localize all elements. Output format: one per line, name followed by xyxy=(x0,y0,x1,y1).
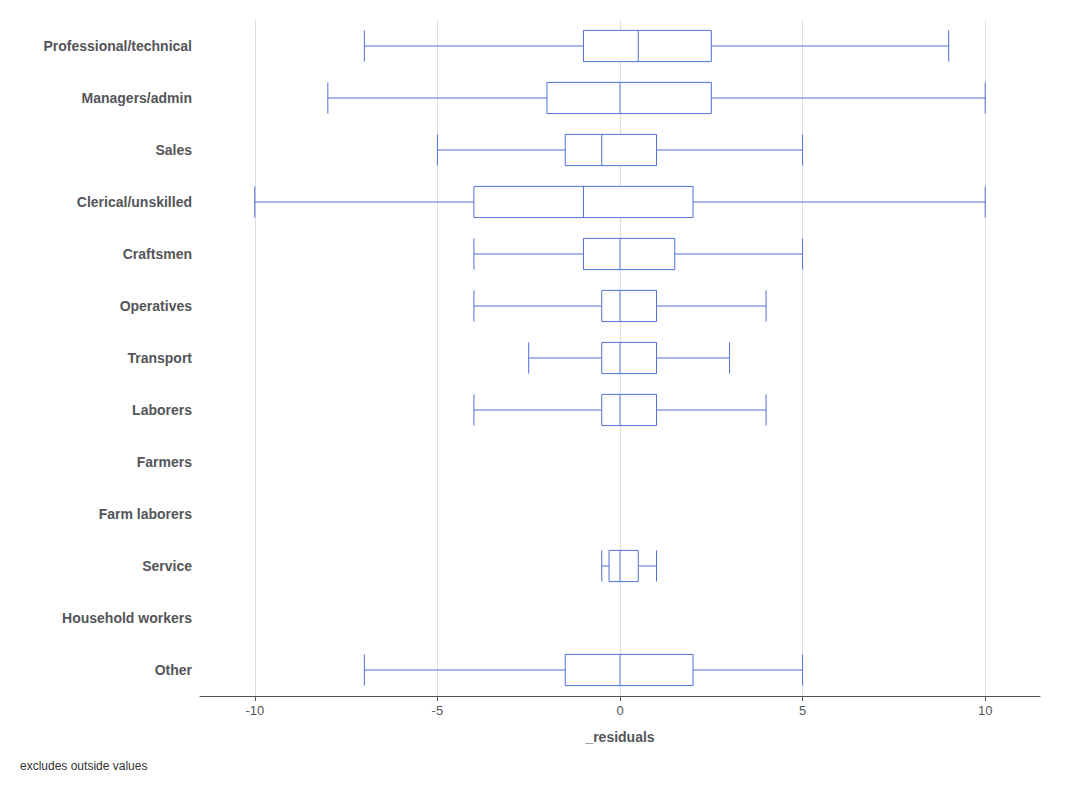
svg-text:-10: -10 xyxy=(245,703,264,718)
svg-text:Professional/technical: Professional/technical xyxy=(43,38,192,54)
svg-text:_residuals: _residuals xyxy=(584,729,654,745)
svg-text:-5: -5 xyxy=(432,703,444,718)
svg-text:Other: Other xyxy=(155,662,193,678)
svg-text:Farmers: Farmers xyxy=(137,454,192,470)
svg-text:0: 0 xyxy=(616,703,623,718)
svg-text:5: 5 xyxy=(799,703,806,718)
svg-text:Craftsmen: Craftsmen xyxy=(123,246,192,262)
svg-text:excludes outside values: excludes outside values xyxy=(20,759,147,773)
svg-text:Farm laborers: Farm laborers xyxy=(99,506,193,522)
svg-text:Transport: Transport xyxy=(127,350,192,366)
svg-text:10: 10 xyxy=(978,703,992,718)
svg-text:Managers/admin: Managers/admin xyxy=(82,90,192,106)
svg-text:Sales: Sales xyxy=(155,142,192,158)
svg-text:Operatives: Operatives xyxy=(120,298,193,314)
svg-text:Service: Service xyxy=(142,558,192,574)
svg-text:Clerical/unskilled: Clerical/unskilled xyxy=(77,194,192,210)
svg-text:Laborers: Laborers xyxy=(132,402,192,418)
svg-text:Household workers: Household workers xyxy=(62,610,192,626)
